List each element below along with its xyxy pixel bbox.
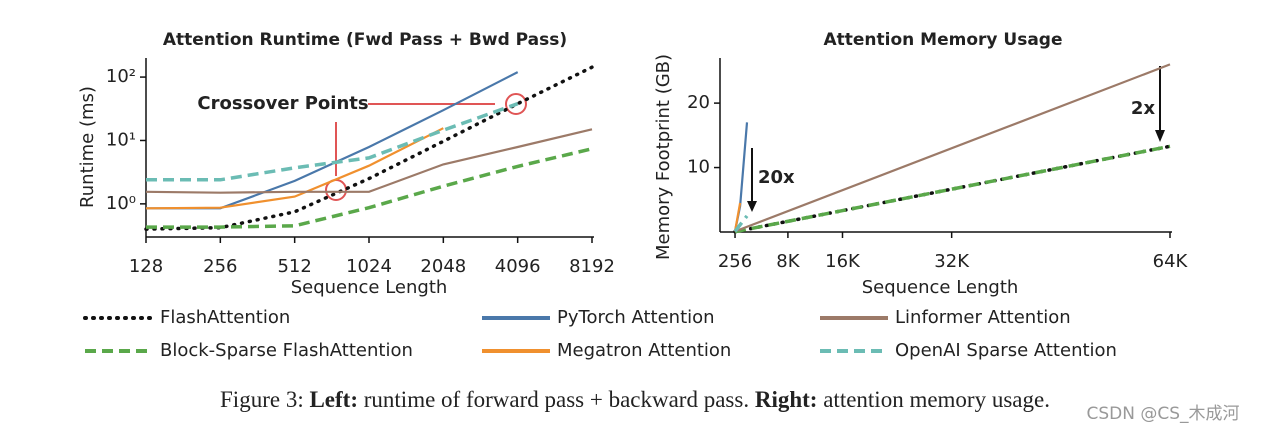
y-tick-label: 10 (687, 157, 710, 178)
y-axis-label: Runtime (ms) (77, 86, 98, 208)
legend-label: Megatron Attention (557, 340, 731, 361)
legend-label: Linformer Attention (895, 307, 1071, 328)
caption-part: Right: (755, 387, 818, 412)
crossover-circle (505, 93, 527, 115)
x-tick-label: 512 (277, 256, 311, 277)
chart-title: Attention Runtime (Fwd Pass + Bwd Pass) (163, 30, 567, 50)
legend-entry: Linformer Attention (820, 307, 1071, 328)
x-tick-label: 32K (934, 251, 970, 272)
arrow-head (1155, 130, 1165, 142)
series-line (145, 127, 444, 210)
x-axis-label: Sequence Length (862, 277, 1019, 298)
series-line (145, 128, 593, 194)
legend-label: PyTorch Attention (557, 307, 715, 328)
x-tick-label: 128 (129, 256, 163, 277)
x-tick-label: 8192 (569, 256, 615, 277)
annotation: Crossover Points (197, 93, 368, 114)
caption-part: runtime of forward pass + backward pass. (358, 387, 755, 412)
series-line (734, 63, 1171, 233)
legend-entry: FlashAttention (83, 307, 290, 328)
caption-part: attention memory usage. (817, 387, 1050, 412)
legend-label: Block-Sparse FlashAttention (160, 340, 413, 361)
legend-entry: OpenAI Sparse Attention (820, 340, 1117, 361)
caption-part: Figure 3: (220, 387, 309, 412)
series-line (733, 202, 742, 232)
legend-entry: PyTorch Attention (482, 307, 715, 328)
arrow-head (747, 201, 757, 212)
legend-label: OpenAI Sparse Attention (895, 340, 1117, 361)
x-tick-label: 256 (718, 251, 752, 272)
watermark: CSDN @CS_木成河 (1086, 404, 1239, 424)
ratio-annotations: 20x 2x (747, 66, 1165, 212)
y-tick-label: 10¹ (106, 129, 136, 150)
legend-label: FlashAttention (160, 307, 290, 328)
y-axis-label: Memory Footprint (GB) (653, 54, 674, 260)
caption-part: Left: (309, 387, 358, 412)
series-line (146, 147, 593, 229)
series-line (733, 214, 749, 233)
legend-entry: Block-Sparse FlashAttention (85, 340, 413, 361)
y-tick-label: 10⁰ (106, 193, 136, 214)
y-tick-label: 10² (106, 66, 136, 87)
chart-title: Attention Memory Usage (823, 30, 1062, 50)
crossover-annotation: Crossover Points (197, 93, 527, 201)
legend-entry: Megatron Attention (482, 340, 731, 361)
x-tick-label: 16K (825, 251, 861, 272)
x-tick-label: 64K (1153, 251, 1189, 272)
x-tick-label: 1024 (346, 256, 392, 277)
series-line (146, 102, 519, 182)
x-tick-label: 2048 (420, 256, 466, 277)
y-tick-label: 20 (687, 92, 710, 113)
caption: Figure 3: Left: runtime of forward pass … (220, 387, 1050, 412)
annotation: 20x (758, 167, 795, 188)
x-tick-label: 8K (776, 251, 800, 272)
series-line (734, 144, 1171, 234)
series-line (733, 122, 749, 232)
x-tick-label: 256 (203, 256, 237, 277)
annotation: 2x (1131, 98, 1156, 119)
x-tick-label: 4096 (495, 256, 541, 277)
x-axis-label: Sequence Length (291, 277, 448, 298)
